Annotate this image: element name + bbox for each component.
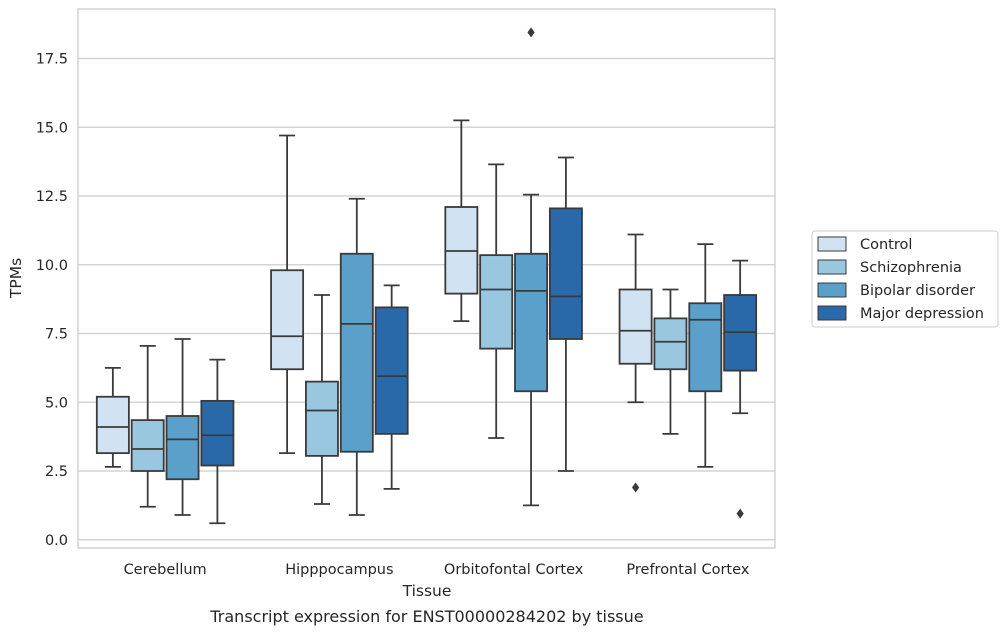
legend-label: Major depression [860,306,984,322]
legend-swatch [817,236,847,252]
y-tick-labels: 0.0 2.5 5.0 7.5 10.0 12.5 15.0 17.5 [36,52,68,549]
box-schizophrenia [479,163,514,439]
iqr-box [514,252,548,393]
x-tick-label: Cerebellum [124,562,207,578]
legend-label: Bipolar disorder [860,283,975,299]
boxes-layer [95,27,758,525]
box-major-depression [723,259,758,519]
box-schizophrenia [305,294,339,505]
box-control [95,366,130,468]
iqr-box [130,419,165,472]
outlier-point [527,27,535,38]
iqr-box [165,415,200,481]
iqr-box [305,380,339,457]
iqr-box [374,306,409,435]
plot-area-border [77,8,776,549]
box-control [270,134,305,455]
legend-label: Schizophrenia [860,260,962,276]
iqr-box [618,288,653,365]
legend-frame [811,230,999,328]
legend-label: Control [860,237,912,253]
y-tick-label: 10.0 [36,258,68,274]
chart-caption: Transcript expression for ENST0000028420… [209,607,643,626]
iqr-box [200,399,235,467]
box-control [444,119,479,323]
box-schizophrenia [653,288,688,435]
outlier-point [736,508,744,519]
iqr-box [548,207,583,340]
outlier-point [632,482,640,493]
box-bipolar-disorder [514,27,548,507]
box-major-depression [200,358,235,525]
y-tick-label: 2.5 [45,464,68,480]
y-axis-label: TPMs [7,258,25,299]
y-tick-label: 0.0 [45,533,68,549]
x-axis-label: Tissue [402,582,452,600]
y-tick-label: 7.5 [45,327,68,343]
iqr-box [653,317,688,371]
x-tick-label: Orbitofontal Cortex [444,562,584,578]
box-control [618,233,653,493]
legend-swatch [817,305,847,321]
y-tick-label: 5.0 [45,395,68,411]
legend-swatch [817,259,847,275]
box-bipolar-disorder [165,338,200,516]
x-tick-labels: Cerebellum Hipppocampus Orbitofontal Corte… [124,562,750,578]
box-bipolar-disorder [688,243,723,468]
box-bipolar-disorder [339,197,374,516]
iqr-box [479,254,514,350]
iqr-box [339,252,374,453]
iqr-box [270,269,305,371]
y-tick-label: 12.5 [36,189,68,205]
x-tick-label: Hipppocampus [285,562,393,578]
iqr-box [688,302,723,393]
iqr-box [95,395,130,455]
y-tick-label: 15.0 [36,120,68,136]
legend-swatch [817,282,847,298]
box-major-depression [548,156,583,472]
box-major-depression [374,284,409,490]
y-tick-label: 17.5 [36,52,68,68]
legend: Control Schizophrenia Bipolar disorder Majo… [811,230,999,328]
box-schizophrenia [130,344,165,508]
x-tick-label: Prefrontal Cortex [626,562,749,578]
